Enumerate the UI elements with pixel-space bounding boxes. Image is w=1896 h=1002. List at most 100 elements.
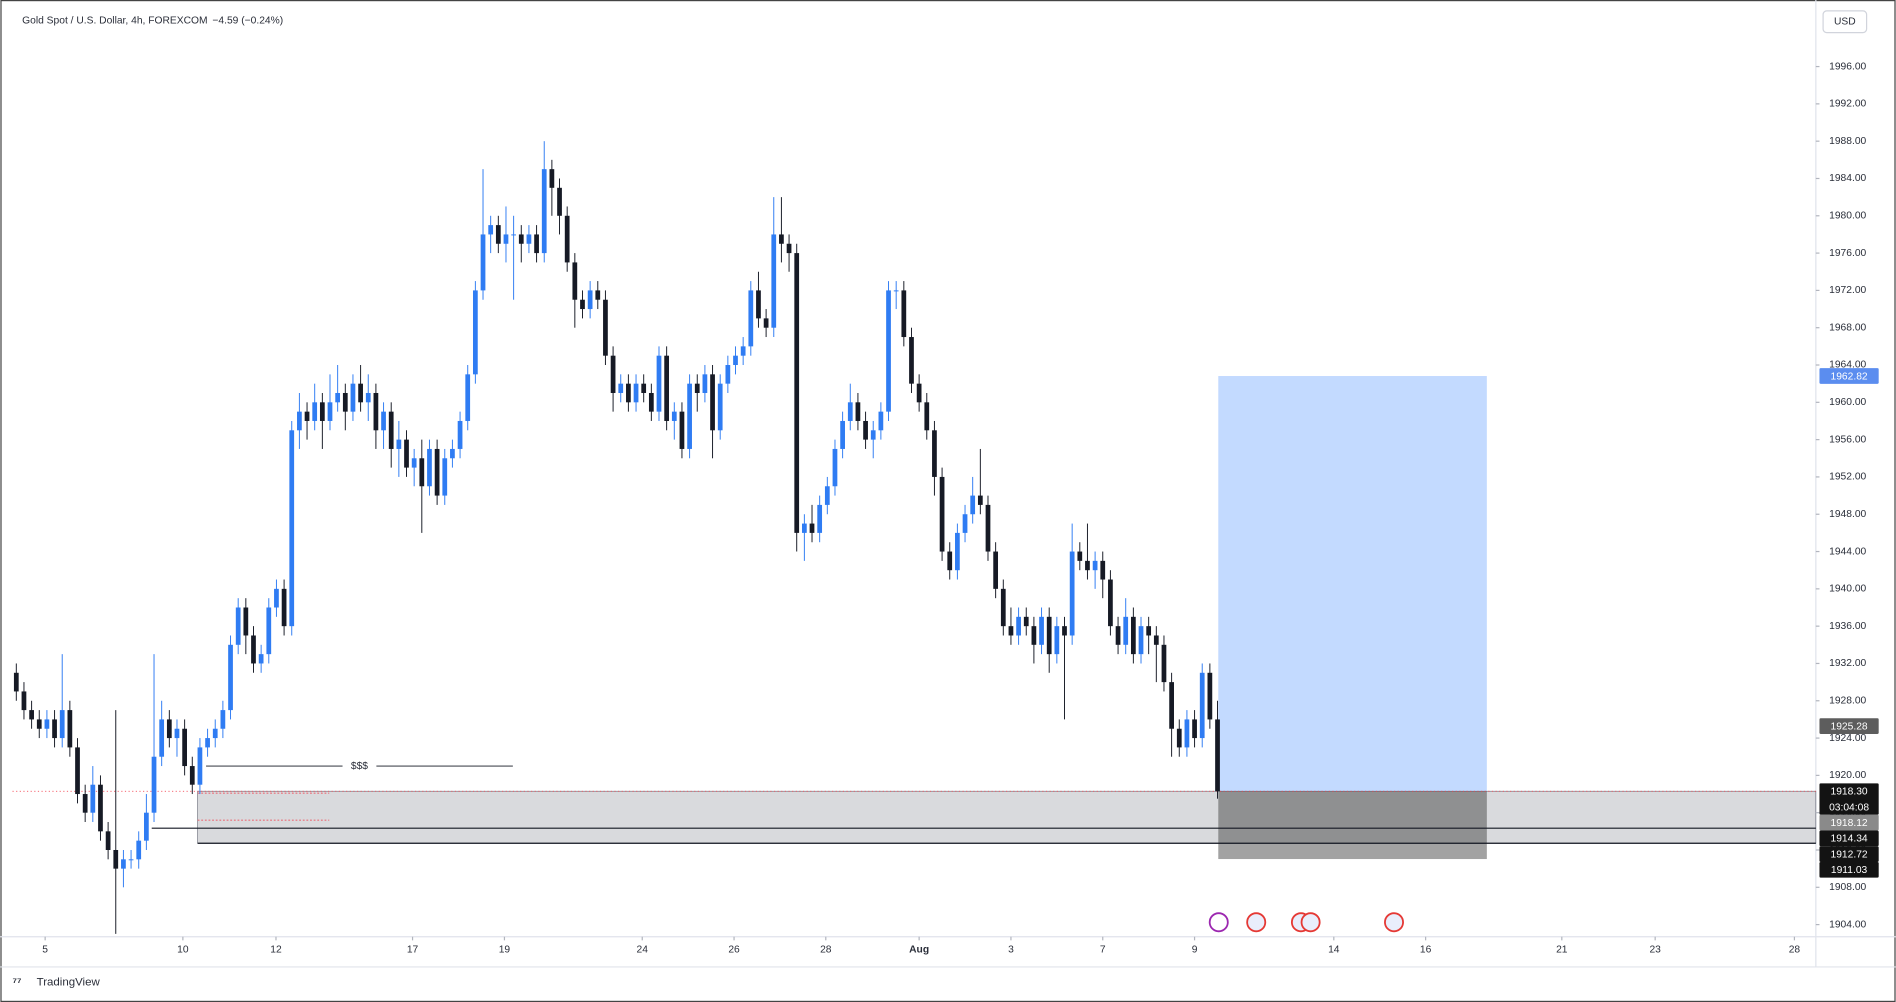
candle-body	[939, 476, 945, 552]
candle-body	[450, 448, 455, 459]
candle-body	[327, 402, 333, 421]
candle-body	[870, 430, 876, 440]
candle-body	[404, 439, 409, 468]
candle-body	[136, 840, 142, 860]
candle-body	[725, 365, 731, 384]
candle-body	[840, 420, 845, 449]
candle-body	[626, 383, 631, 403]
candle-body	[763, 318, 769, 328]
candle-body	[1039, 616, 1044, 645]
candle-body	[610, 355, 616, 393]
candle-body	[1215, 719, 1220, 792]
candle-body	[1153, 635, 1159, 645]
candle-body	[779, 234, 784, 244]
y-tick-label: 1968.00	[1829, 322, 1866, 333]
candle-body	[342, 392, 348, 412]
candle-body	[396, 439, 402, 449]
candle-body	[197, 747, 203, 785]
candle-body	[52, 719, 57, 739]
candle-body	[618, 383, 624, 393]
candle-body	[1130, 616, 1136, 655]
x-tick-label: 3	[1008, 945, 1014, 956]
event-icon[interactable]	[1208, 912, 1229, 933]
price-label: 1914.34	[1831, 834, 1868, 845]
demand-zone	[197, 790, 1817, 844]
y-tick-label: 1992.00	[1829, 99, 1866, 110]
candle-body	[786, 243, 792, 254]
candle-body	[1046, 616, 1052, 655]
candle-body	[832, 448, 838, 487]
candle-body	[427, 448, 432, 487]
candle-body	[817, 504, 823, 533]
candle-body	[679, 411, 685, 449]
price-label: 1918.30	[1831, 787, 1868, 798]
candle-body	[977, 495, 983, 505]
candle-body	[495, 225, 501, 244]
candle-body	[740, 346, 746, 356]
x-tick-label: 7	[1100, 945, 1106, 956]
candle-body	[220, 710, 226, 729]
candle-body	[794, 253, 800, 533]
x-tick-label: 12	[270, 945, 282, 956]
candle-body	[564, 215, 570, 263]
x-tick-label: 24	[637, 945, 649, 956]
candle-body	[75, 747, 80, 795]
price-label: 1912.72	[1831, 849, 1868, 860]
x-tick-label: 21	[1556, 945, 1568, 956]
candle-body	[1031, 626, 1037, 645]
event-icon[interactable]	[1384, 912, 1404, 933]
candle-body	[878, 411, 884, 431]
x-tick-label: 26	[728, 945, 740, 956]
y-tick-label: 1928.00	[1829, 695, 1866, 706]
candle-body	[365, 392, 371, 403]
y-tick-label: 1960.00	[1829, 397, 1866, 408]
y-tick-label: 1976.00	[1829, 248, 1866, 259]
candle-body	[1092, 560, 1098, 571]
candle-body	[916, 383, 922, 403]
event-icon[interactable]	[1300, 912, 1321, 933]
y-tick-label: 1936.00	[1829, 621, 1866, 632]
candle-body	[541, 169, 547, 254]
candle-body	[893, 290, 899, 292]
candle-body	[151, 756, 157, 813]
candle-body	[480, 234, 486, 291]
candle-body	[855, 402, 861, 421]
candle-body	[901, 290, 907, 338]
candle-body	[258, 654, 264, 664]
currency-button[interactable]	[1822, 10, 1868, 34]
y-tick-label: 1972.00	[1829, 285, 1866, 296]
y-tick-label: 1980.00	[1829, 211, 1866, 222]
candle-body	[388, 411, 394, 449]
candle-body	[1023, 616, 1029, 627]
candle-body	[1108, 579, 1113, 627]
candle-body	[1146, 626, 1152, 636]
candle-body	[159, 719, 165, 757]
price-label-box	[1819, 783, 1879, 815]
target-zone	[1218, 376, 1487, 792]
x-tick-label: 28	[1789, 945, 1801, 956]
candle-body	[281, 588, 287, 627]
candle-body	[312, 402, 318, 421]
candle-body	[235, 607, 241, 645]
candle-body	[457, 420, 463, 449]
candle-body	[1184, 719, 1190, 748]
candle-body	[580, 299, 585, 310]
candle-body	[748, 290, 754, 347]
x-tick-label: Aug	[909, 945, 929, 956]
candle-body	[128, 859, 134, 861]
y-tick-label: 1924.00	[1829, 733, 1866, 744]
x-tick-label: 23	[1649, 945, 1661, 956]
candle-body	[465, 374, 471, 421]
y-tick-label: 1996.00	[1829, 61, 1866, 72]
event-icon[interactable]	[1246, 912, 1267, 933]
candle-body	[350, 383, 356, 412]
change: −4.59 (−0.24%)	[212, 15, 283, 26]
candle-body	[1085, 560, 1090, 571]
candle-body	[1016, 616, 1021, 636]
y-tick-label: 1956.00	[1829, 434, 1866, 445]
candle-body	[442, 458, 448, 496]
candle-body	[228, 644, 233, 711]
candle-body	[82, 794, 88, 813]
candle-body	[189, 766, 195, 785]
